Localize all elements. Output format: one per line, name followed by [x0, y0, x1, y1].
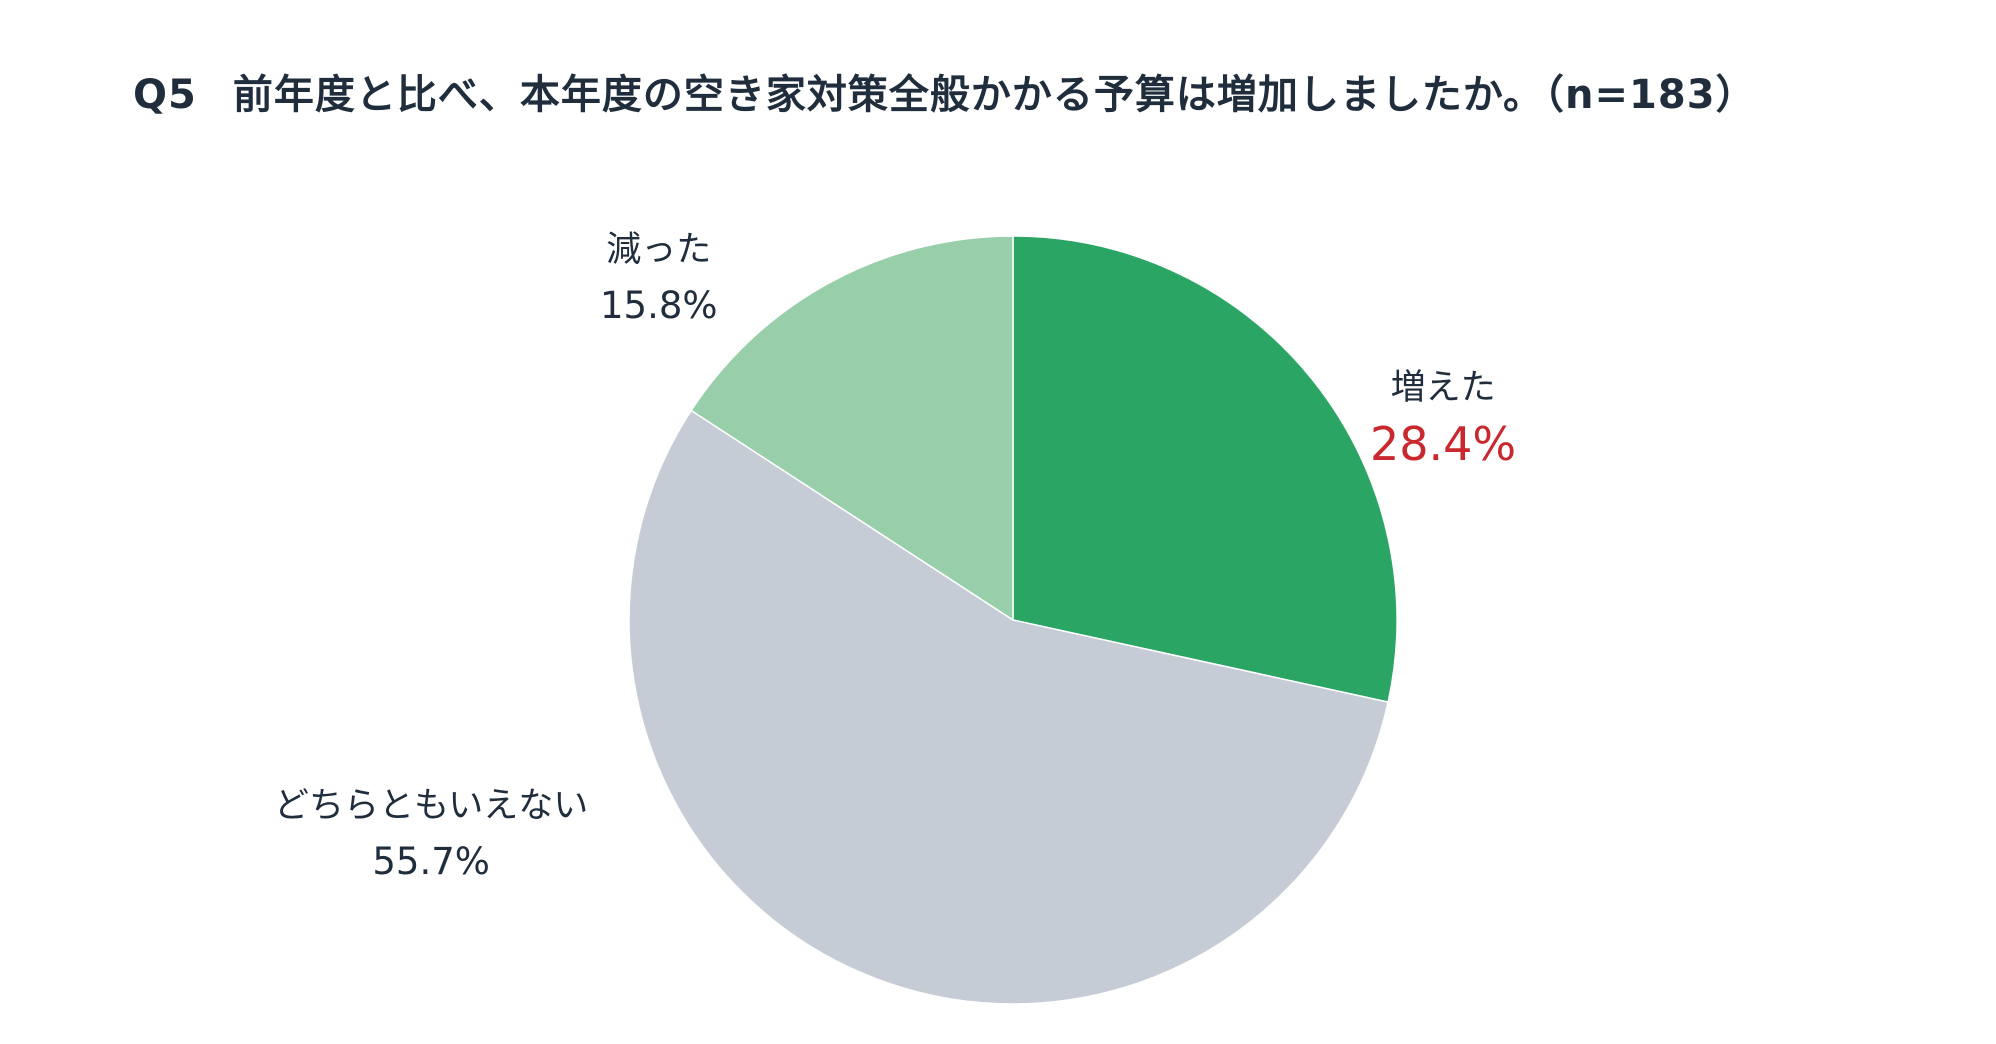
slice-percent-increased: 28.4% [1370, 417, 1517, 471]
slice-name-decreased: 減った [606, 230, 712, 270]
slice-percent-neutral: 55.7% [372, 840, 490, 883]
chart-title: Q5 前年度と比べ、本年度の空き家対策全般かかる予算は増加しましたか。（n=183… [133, 62, 1757, 120]
slice-percent-decreased: 15.8% [600, 284, 718, 327]
pie-slice-neutral [628, 409, 1390, 1005]
slice-label-neutral: どちらともいえない 55.7% [274, 778, 588, 890]
question-text: 前年度と比べ、本年度の空き家対策全般かかる予算は増加しましたか。（n=183） [232, 72, 1757, 118]
pie-slice-decreased [690, 235, 1014, 622]
slice-name-increased: 増えた [1390, 368, 1496, 408]
slice-label-increased: 増えた 28.4% [1370, 360, 1516, 472]
question-number: Q5 [133, 72, 197, 118]
slice-label-decreased: 減った 15.8% [600, 222, 718, 334]
pie-slice-increased [1012, 235, 1398, 703]
slice-name-neutral: どちらともいえない [274, 786, 589, 826]
